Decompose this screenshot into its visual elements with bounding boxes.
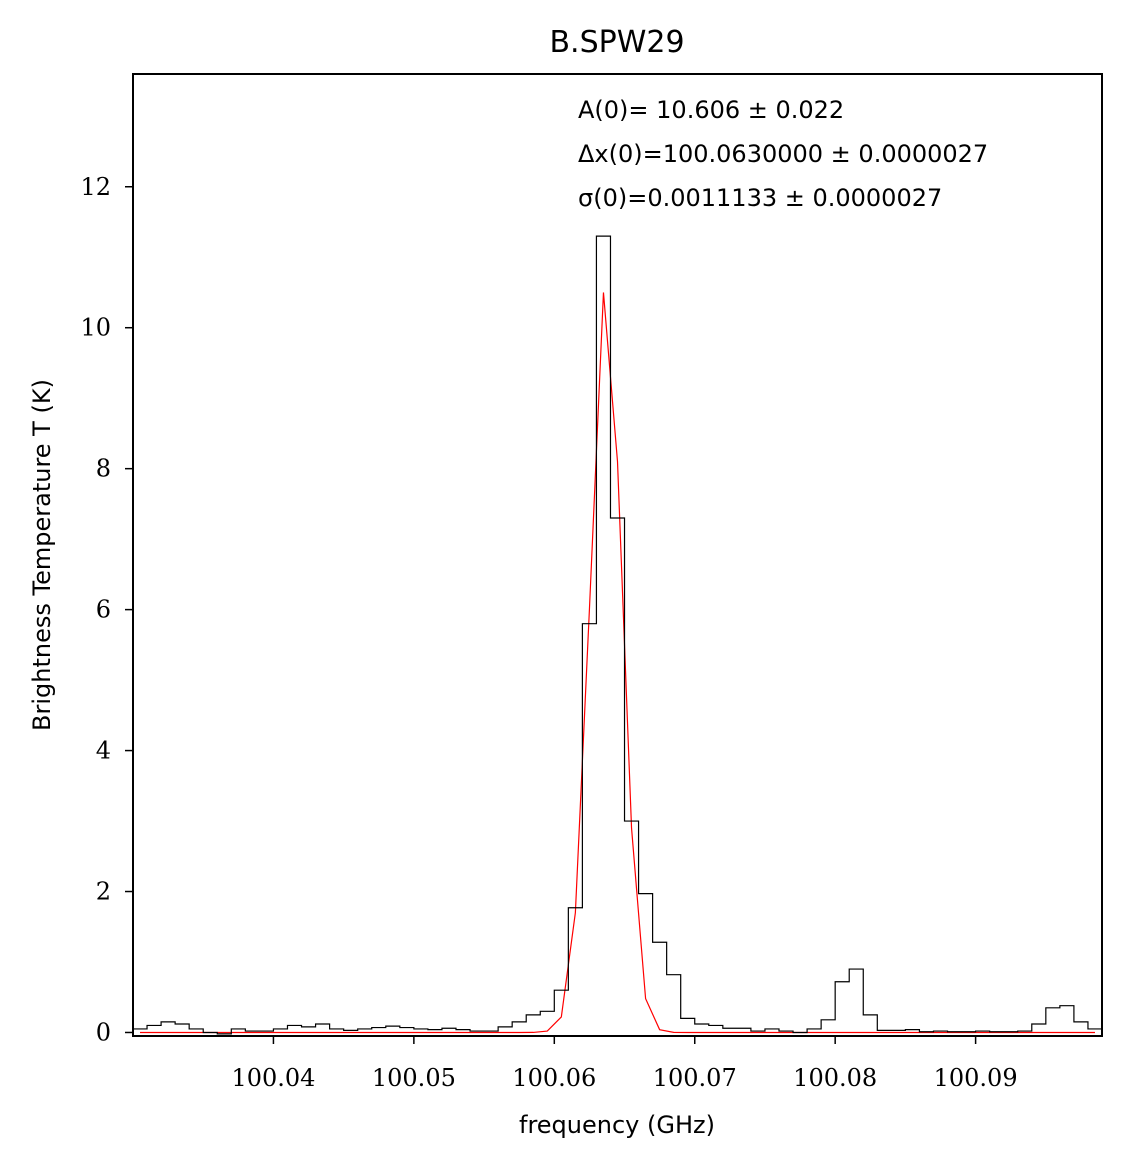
y-tick-label: 4 (96, 737, 111, 765)
y-tick-label: 12 (80, 173, 111, 201)
x-tick-label: 100.05 (372, 1064, 456, 1092)
y-tick-label: 0 (96, 1018, 111, 1046)
sigma-annotation: σ(0)=0.0011133 ± 0.0000027 (578, 184, 942, 212)
y-tick-label: 8 (96, 455, 111, 483)
amplitude-annotation: A(0)= 10.606 ± 0.022 (578, 96, 844, 124)
x-tick-label: 100.04 (231, 1064, 315, 1092)
fit-annotations: A(0)= 10.606 ± 0.022 Δx(0)=100.0630000 ±… (578, 96, 988, 212)
x-tick-label: 100.08 (793, 1064, 877, 1092)
y-tick-label: 10 (80, 314, 111, 342)
x-axis-ticks: 100.04 100.05 100.06 100.07 100.08 100.09 (231, 1036, 1018, 1092)
x-axis-label: frequency (GHz) (519, 1111, 715, 1139)
chart-title: B.SPW29 (549, 25, 684, 60)
y-axis-ticks: 0 2 4 6 8 10 12 (80, 173, 133, 1046)
y-tick-label: 2 (96, 878, 111, 906)
x-tick-label: 100.06 (512, 1064, 596, 1092)
plot-area (132, 73, 1103, 1037)
center-annotation: Δx(0)=100.0630000 ± 0.0000027 (578, 140, 988, 168)
x-tick-label: 100.07 (653, 1064, 737, 1092)
gaussian-fit-line (140, 292, 1095, 1034)
y-axis-label: Brightness Temperature T (K) (28, 379, 56, 731)
x-tick-label: 100.09 (934, 1064, 1018, 1092)
plot-frame (132, 73, 1103, 1037)
spectrum-step-line (133, 235, 1102, 1035)
y-tick-label: 6 (96, 596, 111, 624)
